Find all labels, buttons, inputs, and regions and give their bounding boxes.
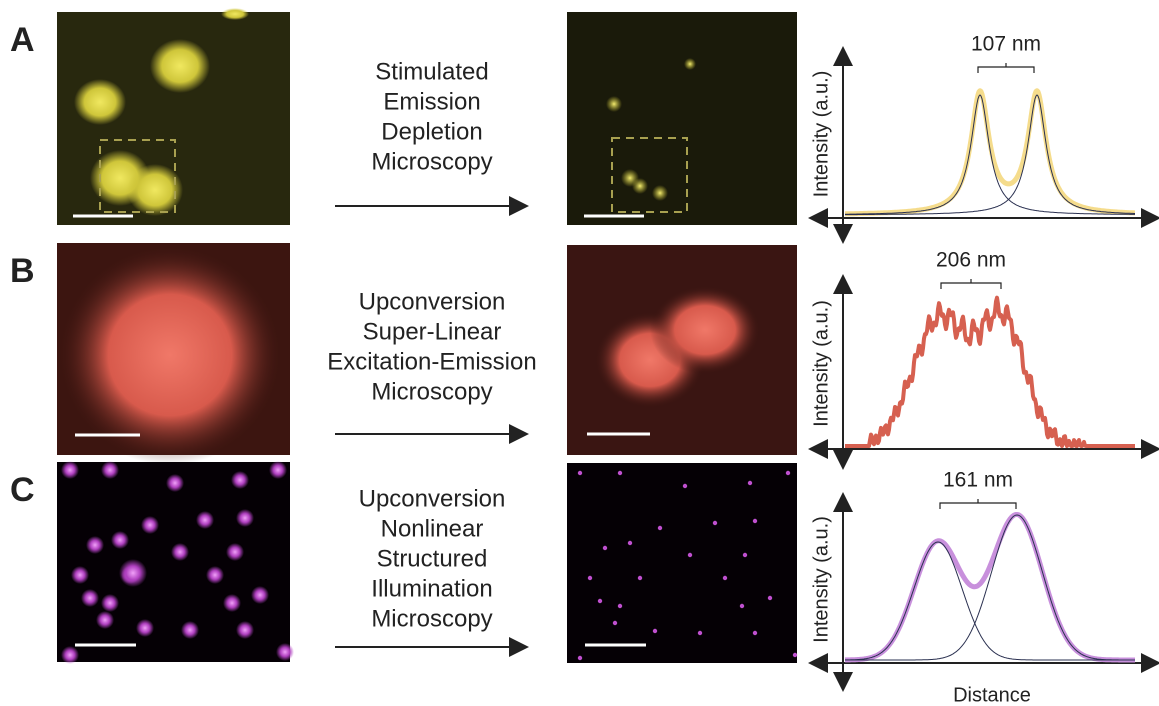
bracket xyxy=(939,499,1017,509)
dot xyxy=(739,603,745,609)
dot xyxy=(101,594,119,612)
dot xyxy=(785,470,791,476)
dot xyxy=(682,483,688,489)
fit-curve xyxy=(845,94,1135,215)
fit-curve xyxy=(845,541,1135,661)
x-axis-label: Distance xyxy=(953,684,1031,706)
separation-label: 206 nm xyxy=(936,249,1006,272)
dot xyxy=(276,643,294,661)
dot xyxy=(81,589,99,607)
method-name: Depletion xyxy=(381,118,482,145)
dot xyxy=(141,516,159,534)
dot xyxy=(747,480,753,486)
dot xyxy=(617,603,623,609)
dot xyxy=(637,575,643,581)
dot xyxy=(251,586,269,604)
images xyxy=(57,8,798,664)
dot xyxy=(722,575,728,581)
dot xyxy=(111,531,129,549)
dot xyxy=(236,621,254,639)
method-name: Emission xyxy=(383,88,480,115)
dot xyxy=(767,595,773,601)
dot xyxy=(612,620,618,626)
dot xyxy=(752,630,758,636)
dot xyxy=(226,543,244,561)
separation-label: 107 nm xyxy=(971,33,1041,56)
dot xyxy=(742,552,748,558)
method-name: Microscopy xyxy=(371,605,492,632)
fit-curve xyxy=(845,94,1135,216)
intensity-profile xyxy=(843,88,1137,217)
method-name: Upconversion xyxy=(359,288,506,315)
bracket xyxy=(940,279,1002,289)
dot xyxy=(86,536,104,554)
dot xyxy=(687,552,693,558)
dot xyxy=(171,543,189,561)
method-name: Super-Linear xyxy=(363,318,502,345)
dot xyxy=(602,545,608,551)
dot xyxy=(71,566,89,584)
dot xyxy=(597,598,603,604)
dot xyxy=(223,594,241,612)
method-name: Nonlinear xyxy=(381,515,484,542)
dot xyxy=(627,540,633,546)
dot xyxy=(136,619,154,637)
intensity-profile xyxy=(843,512,1137,663)
y-axis-label: Intensity (a.u.) xyxy=(810,71,832,198)
dot xyxy=(231,471,249,489)
bracket xyxy=(977,63,1035,73)
dot xyxy=(96,611,114,629)
method-name: Microscopy xyxy=(371,148,492,175)
dot xyxy=(752,518,758,524)
method-name: Microscopy xyxy=(371,378,492,405)
dot xyxy=(652,628,658,634)
y-axis-label: Intensity (a.u.) xyxy=(810,300,832,427)
intensity-profile xyxy=(844,295,1136,448)
method-name: Excitation-Emission xyxy=(327,348,536,375)
y-axis-label: Intensity (a.u.) xyxy=(810,516,832,643)
method-name: Upconversion xyxy=(359,485,506,512)
dot xyxy=(617,470,623,476)
method-name: Illumination xyxy=(371,575,492,602)
panel-label: A xyxy=(10,21,35,59)
dot xyxy=(236,509,254,527)
panel-label: C xyxy=(10,471,35,509)
panel-label: B xyxy=(10,252,35,290)
dot xyxy=(792,652,798,658)
dot xyxy=(657,525,663,531)
method-name: Stimulated xyxy=(375,58,488,85)
dot xyxy=(712,520,718,526)
dot xyxy=(61,646,79,664)
dot xyxy=(181,621,199,639)
fit-curve xyxy=(845,514,1135,661)
dot xyxy=(206,566,224,584)
dot xyxy=(577,655,583,661)
dot xyxy=(196,511,214,529)
dot xyxy=(587,575,593,581)
separation-label: 161 nm xyxy=(943,469,1013,492)
dot xyxy=(697,630,703,636)
dot xyxy=(577,470,583,476)
dot xyxy=(101,461,119,479)
method-name: Structured xyxy=(377,545,488,572)
dot xyxy=(61,461,79,479)
dot xyxy=(269,461,287,479)
dot xyxy=(119,559,147,587)
dot xyxy=(166,474,184,492)
